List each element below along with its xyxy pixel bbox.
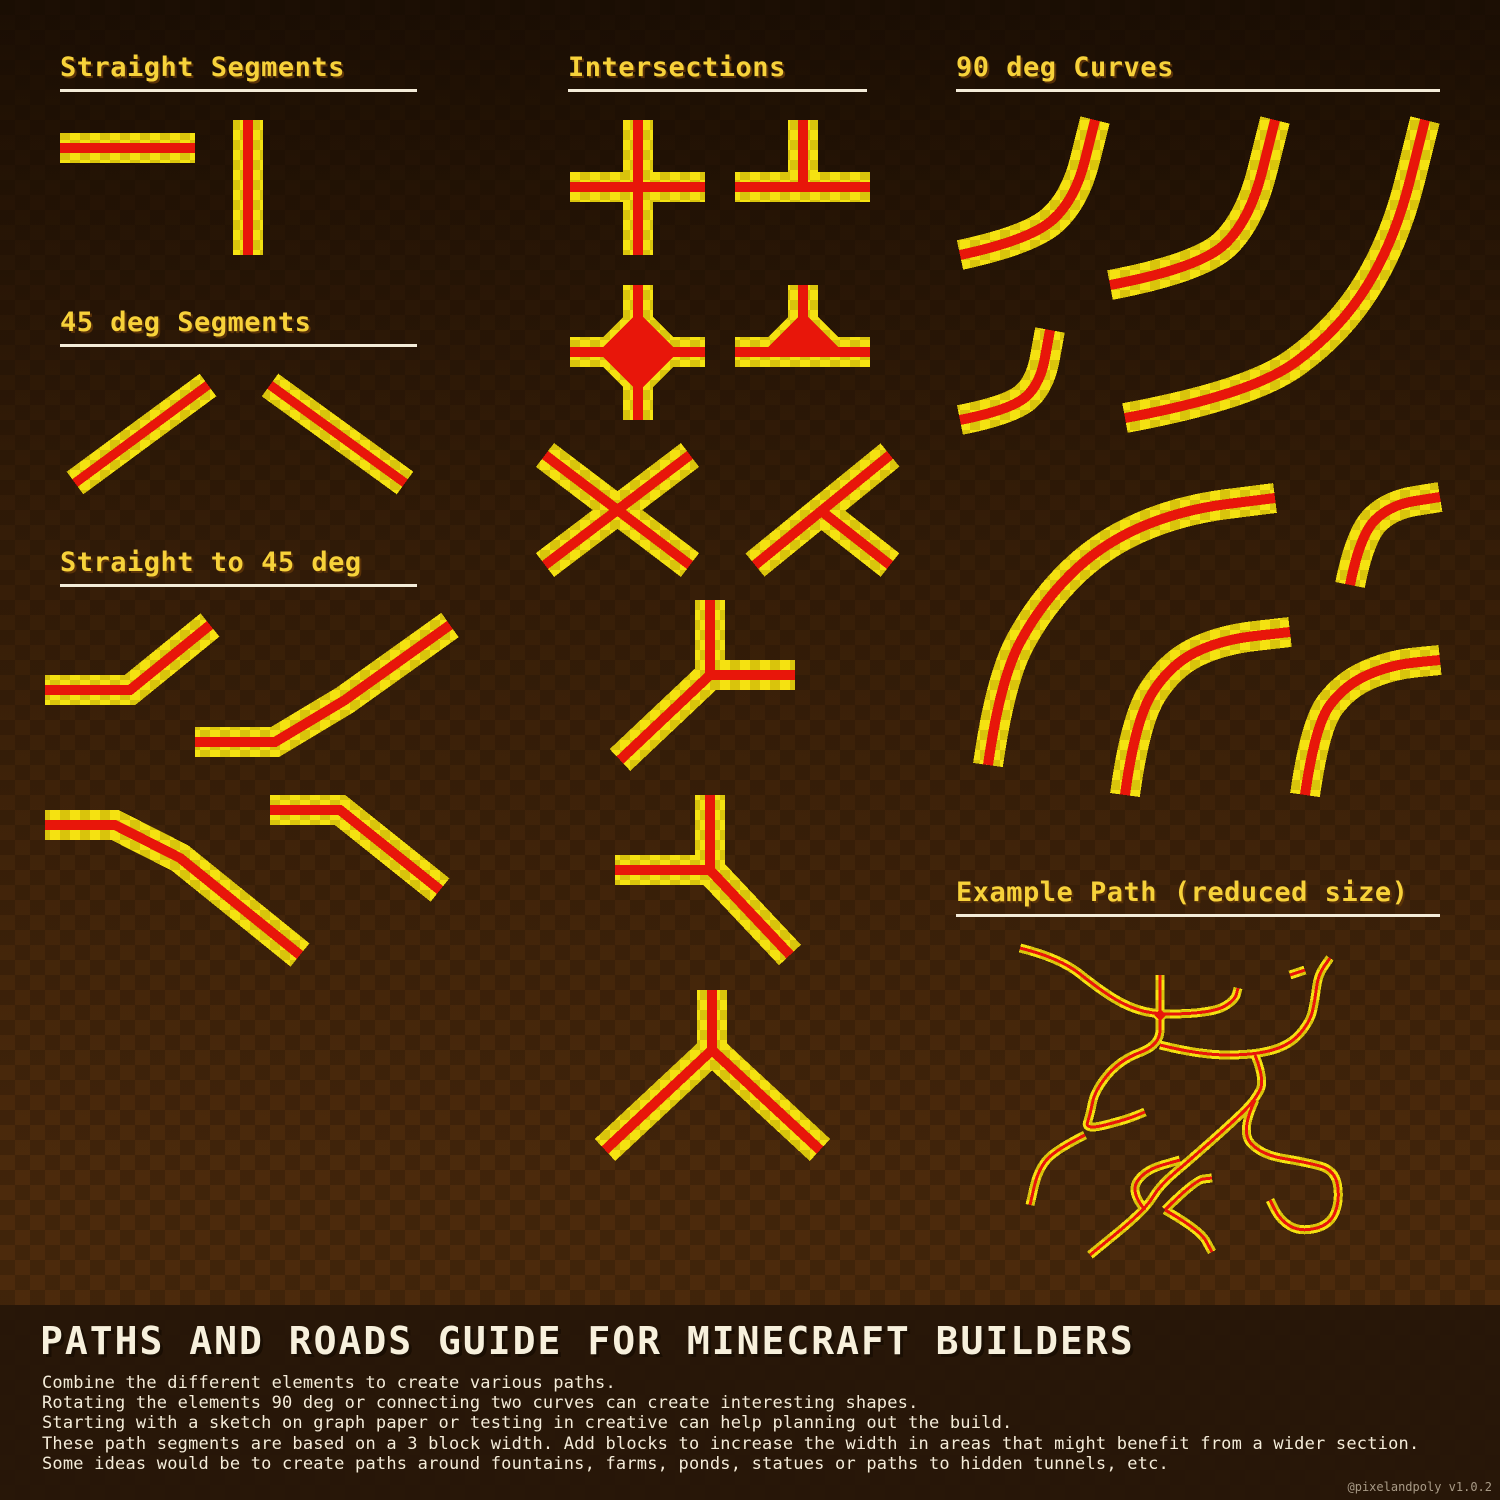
guide-title: PATHS AND ROADS GUIDE FOR MINECRAFT BUIL… — [40, 1319, 1135, 1363]
road-center — [1345, 492, 1441, 586]
rule-straight-to-45 — [60, 584, 417, 587]
junction-center — [598, 312, 678, 392]
rule-intersections — [568, 89, 867, 92]
road-center — [958, 118, 1100, 260]
heading-straight-to-45: Straight to 45 deg — [60, 547, 362, 578]
road-center — [1133, 1158, 1181, 1211]
road-center — [1124, 118, 1430, 423]
diagonal-segment-down — [261, 373, 414, 495]
road-center — [72, 381, 211, 487]
road-center — [1120, 627, 1291, 796]
heading-45-segments: 45 deg Segments — [60, 307, 312, 338]
road-center — [1019, 946, 1240, 1016]
credit-text: @pixelandpoly v1.0.2 — [1347, 1480, 1493, 1494]
road-center — [816, 506, 894, 569]
road-center — [1159, 957, 1332, 1057]
road-border — [1110, 617, 1292, 797]
road-border — [1082, 975, 1165, 1132]
heading-90-curves: 90 deg Curves — [956, 52, 1174, 83]
road-border — [1162, 1206, 1216, 1255]
footer-line: Starting with a sketch on graph paper or… — [42, 1413, 1013, 1433]
curve-tiny-a — [957, 327, 1065, 435]
road-center — [1289, 968, 1306, 977]
intersection-x — [535, 443, 700, 577]
footer-panel: PATHS AND ROADS GUIDE FOR MINECRAFT BUIL… — [0, 1305, 1500, 1500]
road-center — [959, 329, 1055, 425]
road-center — [1109, 118, 1280, 290]
curve-medium-c — [1290, 645, 1442, 798]
curve-medium-a — [1107, 116, 1290, 300]
road-center — [45, 820, 304, 959]
road-center — [541, 451, 694, 569]
footer-line: Some ideas would be to create paths arou… — [42, 1454, 1169, 1474]
curve-medium-b — [1110, 617, 1292, 797]
road-border — [1025, 1130, 1088, 1207]
rule-straight-segments — [60, 89, 417, 92]
heading-example-path: Example Path (reduced size) — [956, 877, 1409, 908]
intersection-lambda — [594, 990, 831, 1162]
road-center — [1244, 1099, 1340, 1232]
road-center — [1085, 975, 1162, 1129]
road-center — [1028, 1133, 1086, 1206]
road-border — [1087, 1053, 1267, 1259]
curve-small-a — [956, 116, 1110, 270]
road-border — [1161, 1173, 1213, 1214]
road-border — [1290, 645, 1442, 798]
heading-intersections: Intersections — [568, 52, 786, 83]
straight-to-45-d — [270, 795, 450, 902]
junction-center — [1154, 1009, 1166, 1021]
intersection-cross-rounded — [570, 285, 705, 420]
rule-90-curves — [956, 89, 1440, 92]
road-center — [983, 493, 1276, 766]
road-border — [1241, 1098, 1343, 1235]
curve-large-b — [973, 483, 1277, 768]
road-border — [609, 600, 725, 771]
intersection-tee-rounded — [735, 285, 870, 367]
intersection-tee — [735, 120, 870, 202]
diagonal-segment-up — [66, 373, 217, 495]
straight-to-45-a — [45, 613, 220, 705]
rule-example-path — [956, 914, 1440, 917]
footer-line: Combine the different elements to create… — [42, 1373, 616, 1393]
road-center — [1163, 1176, 1213, 1212]
intersection-x-half — [745, 443, 900, 577]
road-center — [267, 381, 408, 487]
road-border — [45, 810, 310, 967]
rule-45-segments — [60, 344, 417, 347]
road-center — [1164, 1208, 1214, 1253]
intersection-y-left — [615, 795, 801, 966]
path-art — [45, 116, 1443, 1259]
road-center — [1089, 1054, 1264, 1257]
road-center — [708, 1046, 824, 1154]
road-center — [1300, 655, 1441, 796]
junction-center — [763, 312, 843, 352]
road-border — [695, 795, 801, 966]
straight-to-45-b — [195, 612, 459, 757]
example-path-network — [1018, 943, 1343, 1259]
curve-small-b — [1335, 482, 1443, 589]
heading-straight-segments: Straight Segments — [60, 52, 345, 83]
intersection-cross — [570, 120, 705, 255]
intersection-y-right — [609, 600, 795, 771]
road-center — [45, 621, 214, 695]
road-border — [45, 613, 220, 705]
footer-line: Rotating the elements 90 deg or connecti… — [42, 1393, 919, 1413]
road-center — [270, 805, 444, 894]
straight-to-45-c — [45, 810, 310, 967]
road-center — [195, 620, 453, 747]
footer-line: These path segments are based on a 3 blo… — [42, 1434, 1420, 1454]
curve-large-a — [1122, 116, 1440, 433]
road-border — [195, 612, 459, 757]
